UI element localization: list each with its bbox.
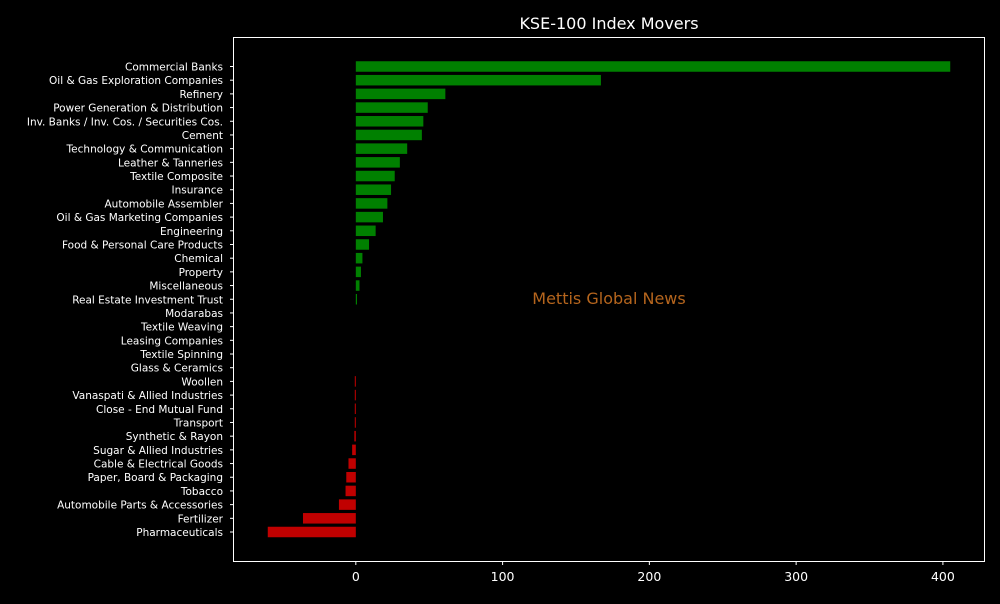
bar bbox=[354, 389, 356, 401]
y-tick-label: Food & Personal Care Products bbox=[62, 239, 223, 251]
bar bbox=[355, 198, 388, 209]
bar bbox=[355, 266, 361, 278]
y-tick-label: Paper, Board & Packaging bbox=[88, 472, 223, 484]
y-tick-label: Modarabas bbox=[165, 308, 223, 320]
x-tick-label: 100 bbox=[491, 569, 515, 584]
y-tick-label: Leather & Tanneries bbox=[118, 157, 223, 169]
bar bbox=[355, 129, 422, 141]
y-tick-label: Vanaspati & Allied Industries bbox=[72, 390, 223, 402]
watermark-text: Mettis Global News bbox=[532, 289, 685, 308]
x-tick-label: 400 bbox=[931, 569, 955, 584]
y-tick-label: Fertilizer bbox=[178, 513, 224, 525]
y-tick-label: Cable & Electrical Goods bbox=[94, 459, 223, 471]
y-tick-label: Engineering bbox=[160, 226, 223, 238]
y-tick-label: Miscellaneous bbox=[149, 281, 223, 293]
x-tick-label: 300 bbox=[784, 569, 808, 584]
bar bbox=[338, 499, 356, 510]
y-tick-label: Automobile Parts & Accessories bbox=[57, 500, 223, 512]
x-axis-ticks: 0 100 200 300 400 bbox=[352, 561, 955, 584]
y-tick-label: Glass & Ceramics bbox=[131, 363, 223, 375]
bar bbox=[355, 170, 395, 182]
y-tick-label: Oil & Gas Marketing Companies bbox=[56, 212, 223, 224]
y-tick-label: Pharmaceuticals bbox=[136, 527, 223, 539]
y-tick-label: Refinery bbox=[179, 89, 223, 101]
y-tick-label: Sugar & Allied Industries bbox=[93, 445, 223, 457]
bar bbox=[355, 102, 428, 113]
bar bbox=[355, 252, 363, 264]
bar bbox=[355, 88, 446, 100]
x-tick-label: 200 bbox=[637, 569, 661, 584]
bar bbox=[354, 403, 356, 415]
y-tick-label: Textile Spinning bbox=[139, 349, 223, 361]
bar bbox=[354, 417, 356, 428]
bar bbox=[355, 280, 360, 291]
y-tick-label: Woollen bbox=[181, 376, 223, 388]
y-tick-label: Chemical bbox=[174, 253, 223, 265]
bar bbox=[302, 513, 356, 524]
y-tick-label: Insurance bbox=[171, 185, 223, 197]
y-tick-label: Textile Composite bbox=[129, 171, 223, 183]
y-tick-label: Commercial Banks bbox=[125, 62, 223, 74]
y-tick-label: Transport bbox=[173, 417, 223, 429]
y-tick-label: Oil & Gas Exploration Companies bbox=[49, 75, 223, 87]
bar bbox=[354, 430, 356, 442]
y-tick-label: Inv. Banks / Inv. Cos. / Securities Cos. bbox=[27, 116, 223, 128]
bar bbox=[355, 116, 424, 127]
y-tick-label: Power Generation & Distribution bbox=[53, 103, 223, 115]
bar bbox=[355, 211, 383, 223]
y-tick-label: Cement bbox=[182, 130, 223, 142]
y-tick-label: Close - End Mutual Fund bbox=[96, 404, 223, 416]
bar bbox=[355, 225, 376, 237]
y-tick-label: Automobile Assembler bbox=[105, 198, 224, 210]
y-tick-label: Tobacco bbox=[180, 486, 223, 498]
y-tick-label: Real Estate Investment Trust bbox=[72, 294, 223, 306]
bar bbox=[355, 74, 601, 86]
x-tick-label: 0 bbox=[352, 569, 360, 584]
y-tick-label: Leasing Companies bbox=[121, 335, 223, 347]
y-tick-label: Textile Weaving bbox=[140, 322, 223, 334]
bar bbox=[352, 444, 356, 456]
chart-title: KSE-100 Index Movers bbox=[519, 14, 698, 33]
plot-frame bbox=[233, 37, 985, 562]
bar bbox=[355, 184, 392, 195]
bar bbox=[348, 458, 356, 469]
y-tick-label: Technology & Communication bbox=[66, 144, 223, 156]
bar bbox=[355, 61, 951, 72]
bar bbox=[345, 485, 356, 497]
y-tick-label: Synthetic & Rayon bbox=[126, 431, 223, 443]
bar bbox=[355, 239, 370, 250]
bar bbox=[267, 526, 356, 538]
bar bbox=[354, 376, 356, 387]
bars-layer bbox=[267, 61, 951, 538]
bar bbox=[355, 157, 400, 168]
y-tick-label: Property bbox=[179, 267, 223, 279]
bar bbox=[346, 471, 356, 483]
bar bbox=[355, 294, 357, 305]
bar bbox=[355, 143, 408, 154]
